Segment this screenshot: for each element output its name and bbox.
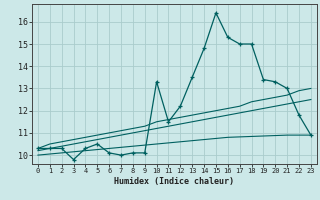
X-axis label: Humidex (Indice chaleur): Humidex (Indice chaleur) [115,177,234,186]
